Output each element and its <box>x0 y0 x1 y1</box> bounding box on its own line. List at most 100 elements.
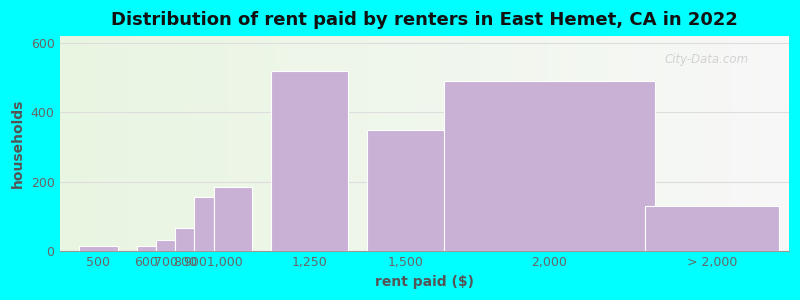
Bar <box>326 36 330 251</box>
Bar <box>166 36 170 251</box>
Bar <box>774 36 778 251</box>
Bar <box>756 36 760 251</box>
Bar <box>198 36 202 251</box>
Bar <box>304 36 308 251</box>
Bar <box>676 36 679 251</box>
Bar <box>570 36 574 251</box>
Bar <box>188 36 191 251</box>
Bar <box>111 36 114 251</box>
Bar <box>352 36 355 251</box>
Bar <box>322 36 326 251</box>
Bar <box>515 36 519 251</box>
Bar <box>763 36 767 251</box>
Bar <box>690 36 694 251</box>
Bar <box>442 36 446 251</box>
Bar <box>643 36 646 251</box>
Bar <box>716 36 720 251</box>
Bar <box>381 36 385 251</box>
Bar <box>140 36 144 251</box>
Bar <box>548 36 552 251</box>
Bar <box>745 36 749 251</box>
Bar <box>669 36 672 251</box>
Bar <box>672 36 676 251</box>
Bar <box>82 36 86 251</box>
Bar <box>107 36 111 251</box>
Bar <box>475 36 479 251</box>
Bar <box>210 36 213 251</box>
Bar <box>114 36 118 251</box>
Bar <box>268 36 271 251</box>
Bar <box>224 36 228 251</box>
Bar <box>144 36 147 251</box>
Bar <box>658 36 662 251</box>
Bar <box>501 36 505 251</box>
Bar <box>118 36 122 251</box>
Bar <box>93 36 97 251</box>
Bar <box>494 36 498 251</box>
Bar <box>184 36 188 251</box>
Bar <box>753 36 756 251</box>
Bar <box>221 36 224 251</box>
Bar <box>679 36 683 251</box>
Bar <box>202 36 206 251</box>
Bar <box>341 36 344 251</box>
Bar <box>388 36 392 251</box>
Bar <box>490 36 494 251</box>
Bar <box>278 36 282 251</box>
Bar <box>311 36 315 251</box>
Bar <box>290 36 294 251</box>
Bar <box>742 36 745 251</box>
Bar <box>170 36 173 251</box>
Bar <box>402 36 406 251</box>
Bar <box>705 36 709 251</box>
Bar <box>399 36 402 251</box>
Bar <box>786 36 789 251</box>
Bar <box>603 36 606 251</box>
Bar <box>235 36 238 251</box>
Bar <box>486 36 490 251</box>
Bar <box>261 36 264 251</box>
Bar <box>636 36 639 251</box>
Bar <box>367 130 444 251</box>
Bar <box>231 36 235 251</box>
Bar <box>545 36 548 251</box>
Bar <box>337 36 341 251</box>
Bar <box>770 36 774 251</box>
Bar <box>156 240 175 251</box>
Bar <box>665 36 669 251</box>
Bar <box>439 36 442 251</box>
Bar <box>242 36 246 251</box>
Bar <box>151 36 155 251</box>
Bar <box>698 36 702 251</box>
Bar <box>137 36 140 251</box>
Bar <box>374 36 377 251</box>
Bar <box>559 36 563 251</box>
Bar <box>760 36 763 251</box>
Bar <box>213 36 217 251</box>
Bar <box>538 36 541 251</box>
Bar <box>359 36 362 251</box>
Bar <box>683 36 687 251</box>
Bar <box>578 36 581 251</box>
Bar <box>625 36 629 251</box>
Bar <box>264 36 268 251</box>
Bar <box>162 36 166 251</box>
Bar <box>133 36 137 251</box>
Bar <box>712 36 716 251</box>
Bar <box>599 36 603 251</box>
Bar <box>301 36 304 251</box>
Bar <box>541 36 545 251</box>
Bar <box>147 36 151 251</box>
Bar <box>465 36 468 251</box>
Bar <box>730 36 734 251</box>
Bar <box>406 36 410 251</box>
Bar <box>421 36 425 251</box>
Bar <box>97 36 100 251</box>
Bar <box>650 36 654 251</box>
Title: Distribution of rent paid by renters in East Hemet, CA in 2022: Distribution of rent paid by renters in … <box>111 11 738 29</box>
Bar <box>130 36 133 251</box>
Bar <box>472 36 475 251</box>
Bar <box>425 36 428 251</box>
Bar <box>60 36 64 251</box>
Bar <box>450 36 454 251</box>
